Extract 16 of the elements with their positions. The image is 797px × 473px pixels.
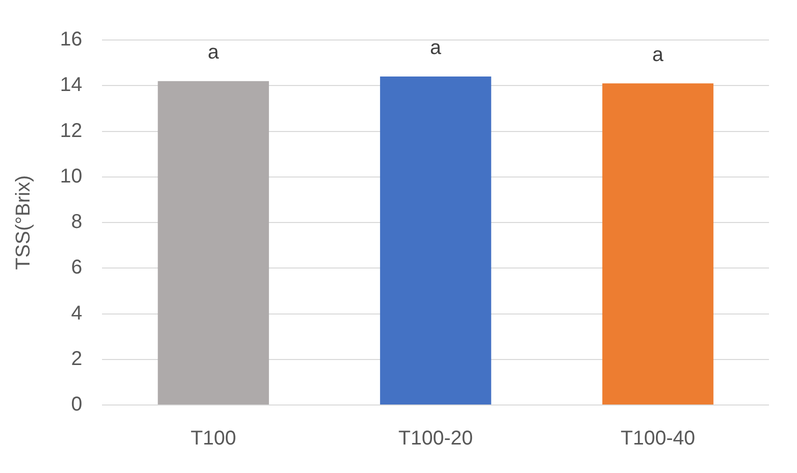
annotation: a — [652, 44, 664, 66]
y-tick-label: 8 — [71, 211, 82, 234]
x-tick-label: T100-20 — [398, 428, 473, 450]
y-tick-label: 16 — [60, 28, 82, 51]
x-tick-label: T100-40 — [620, 428, 696, 450]
y-tick-label: 10 — [60, 165, 82, 188]
annotation: a — [208, 42, 220, 64]
annotation: a — [430, 37, 442, 60]
y-tick-label: 14 — [60, 74, 82, 96]
y-tick-label: 2 — [71, 348, 82, 370]
y-tick-label: 4 — [71, 302, 82, 324]
y-axis-title: TSS(°Brix) — [12, 175, 35, 270]
y-tick-label: 12 — [60, 120, 82, 142]
y-tick-label: 0 — [71, 394, 82, 416]
x-tick-label: T100 — [190, 428, 236, 450]
y-tick-label: 6 — [71, 256, 82, 279]
